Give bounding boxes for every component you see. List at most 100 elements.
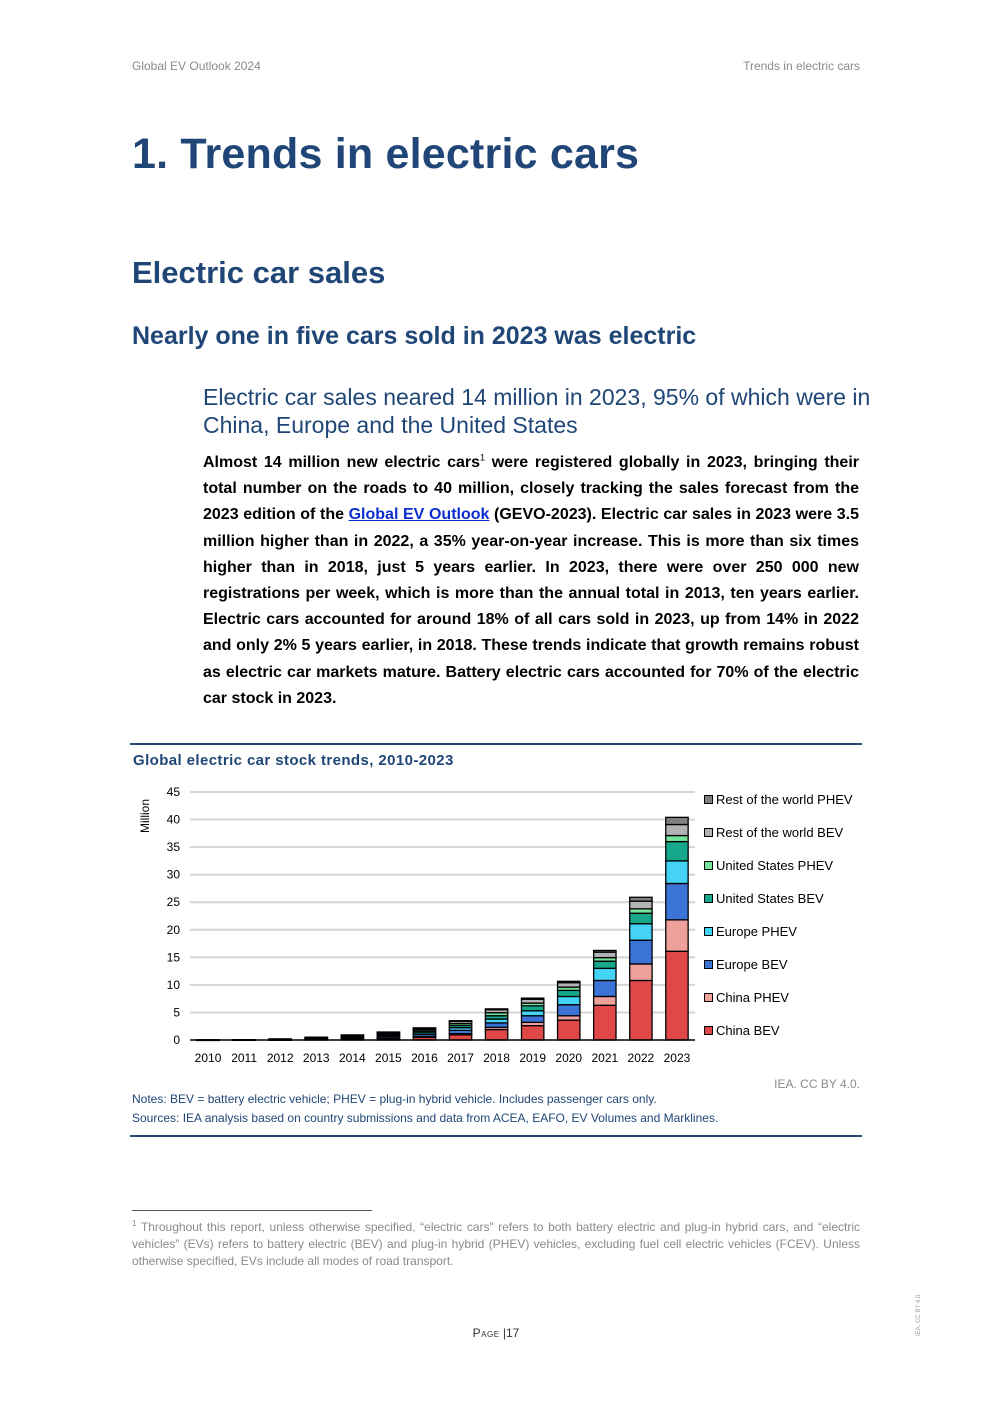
legend-label: United States PHEV (716, 857, 834, 873)
figure-bottom-rule (130, 1135, 862, 1137)
bar-segment (592, 951, 617, 959)
x-tick-label: 2016 (411, 1051, 438, 1065)
page-number: Page |17 (0, 1326, 992, 1340)
figure-top-rule (130, 743, 862, 745)
bar-segment (412, 1027, 437, 1029)
bar-segment (556, 989, 581, 998)
legend-swatch (704, 926, 713, 936)
y-tick-label: 35 (167, 840, 181, 854)
bar-segment (520, 1005, 545, 1012)
legend-swatch (704, 827, 713, 837)
page-label: Page (472, 1326, 500, 1340)
side-credit: IEA. CC BY 4.0. (916, 1293, 922, 1336)
bar-segment (556, 982, 581, 988)
bar-segment (592, 979, 617, 998)
bar-segment (556, 1019, 581, 1041)
x-tick-label: 2022 (628, 1051, 655, 1065)
legend-label: Rest of the world BEV (716, 824, 844, 840)
global-ev-outlook-link[interactable]: Global EV Outlook (348, 506, 490, 524)
running-header-left: Global EV Outlook 2024 (132, 59, 261, 73)
bar-segment (520, 1025, 545, 1041)
bar-segment (556, 1004, 581, 1017)
figure-sources: Sources: IEA analysis based on country s… (132, 1111, 719, 1125)
bar-segment (556, 980, 581, 984)
y-tick-label: 0 (173, 1033, 180, 1047)
bar-segment (629, 896, 653, 902)
y-tick-label: 30 (167, 868, 181, 882)
y-tick-label: 40 (167, 813, 181, 827)
bar-segment (629, 900, 653, 910)
legend-item-us-phev: United States PHEV (704, 857, 833, 873)
y-tick-label: 45 (167, 785, 181, 799)
y-tick-label: 10 (167, 978, 181, 992)
figure-title: Global electric car stock trends, 2010-2… (133, 752, 454, 769)
bar-segment (629, 939, 653, 965)
legend-swatch (704, 794, 713, 804)
x-tick-label: 2011 (231, 1051, 257, 1065)
x-tick-label: 2015 (375, 1051, 402, 1065)
x-tick-label: 2014 (339, 1051, 366, 1065)
bar-segment (592, 967, 617, 982)
footnote-separator (132, 1210, 372, 1211)
bar-segment (665, 919, 689, 952)
x-tick-label: 2023 (664, 1051, 691, 1065)
x-tick-label: 2012 (267, 1051, 294, 1065)
bar-segment (629, 908, 653, 914)
bar-segment (592, 995, 617, 1006)
bar-segment (665, 860, 689, 885)
body-paragraph: Almost 14 million new electric cars1 wer… (203, 450, 859, 712)
bar-segment (629, 923, 653, 941)
bar-segment (448, 1020, 473, 1022)
page-separator: | (502, 1326, 506, 1340)
chapter-title: 1. Trends in electric cars (132, 130, 640, 178)
page-number-value: 17 (506, 1326, 520, 1340)
footnote-reference[interactable]: 1 (480, 452, 486, 463)
bar-segment (484, 1008, 509, 1011)
legend-item-row-phev: Rest of the world PHEV (704, 791, 853, 807)
figure-credit: IEA. CC BY 4.0. (774, 1077, 860, 1091)
legend-swatch (704, 959, 713, 969)
bar-segment (665, 882, 689, 921)
lead-paragraph: Electric car sales neared 14 million in … (203, 384, 871, 438)
legend-label: China PHEV (716, 989, 789, 1005)
x-tick-label: 2010 (195, 1051, 222, 1065)
bar-segment (665, 816, 689, 826)
y-tick-label: 20 (167, 923, 181, 937)
legend-item-china-bev: China BEV (704, 1022, 780, 1038)
bar-segment (484, 1028, 509, 1041)
footnote-text: Throughout this report, unless otherwise… (132, 1220, 860, 1268)
legend-swatch (704, 1025, 713, 1035)
bar-segment (592, 1004, 617, 1041)
legend-label: United States BEV (716, 890, 824, 906)
x-tick-label: 2020 (555, 1051, 582, 1065)
bar-segment (304, 1036, 329, 1039)
bar-segment (520, 997, 545, 1000)
bar-segment (484, 1022, 509, 1028)
subsection-title: Nearly one in five cars sold in 2023 was… (132, 322, 697, 350)
legend-item-europe-bev: Europe BEV (704, 956, 788, 972)
bar-segment (665, 834, 689, 843)
y-tick-label: 25 (167, 895, 181, 909)
stock-trends-chart: 0 5 10 15 20 25 30 35 40 45 Million 2010 2011 2012 201… (138, 785, 695, 1065)
bar-segment (629, 912, 653, 925)
legend-swatch (704, 992, 713, 1002)
bar-segment (629, 979, 653, 1041)
bar-segment (556, 995, 581, 1006)
bar-segment (520, 1015, 545, 1024)
bar-segment (520, 1010, 545, 1017)
bar-segment (448, 1034, 473, 1041)
body-text-part-2: were registered globally in 2023, bringi… (203, 454, 859, 524)
bar-segment (592, 949, 617, 953)
x-tick-label: 2019 (519, 1051, 546, 1065)
bar-segment (340, 1034, 365, 1037)
legend-swatch (704, 893, 713, 903)
figure-notes: Notes: BEV = battery electric vehicle; P… (132, 1092, 657, 1106)
bar-segment (665, 823, 689, 837)
x-tick-label: 2018 (483, 1051, 510, 1065)
body-text-part-3: (GEVO-2023). Electric car sales in 2023 … (203, 506, 859, 707)
legend-label: Europe BEV (716, 956, 788, 972)
bar-segment (592, 960, 617, 970)
x-tick-label: 2017 (447, 1051, 474, 1065)
bar-segment (665, 950, 689, 1041)
legend-label: Europe PHEV (716, 923, 797, 939)
